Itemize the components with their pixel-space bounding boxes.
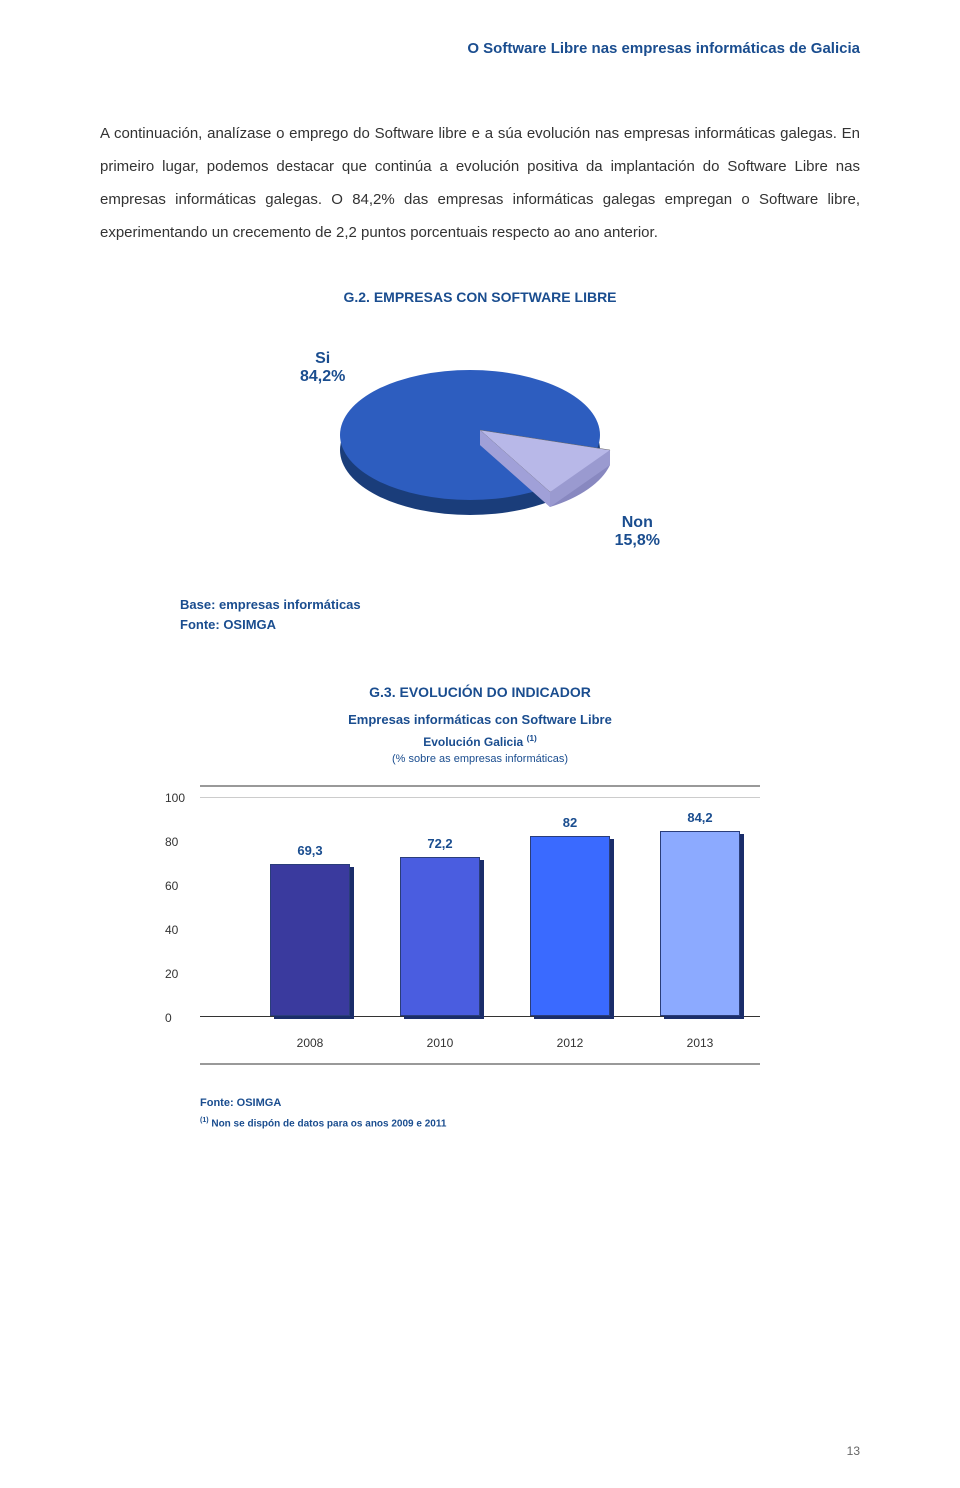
bar-chart-subtitle2-prefix: Evolución Galicia — [423, 735, 526, 749]
x-axis-label: 2013 — [687, 1036, 714, 1050]
pie-base-line1: Base: empresas informáticas — [180, 597, 361, 612]
pie-base-text: Base: empresas informáticas Fonte: OSIMG… — [180, 595, 860, 634]
pie-label-si: Si 84,2% — [300, 350, 345, 386]
pie-label-si-value: 84,2% — [300, 368, 345, 385]
bar-value-label: 69,3 — [297, 843, 322, 858]
y-axis-label: 80 — [165, 835, 178, 849]
body-paragraph: A continuación, analízase o emprego do S… — [100, 117, 860, 249]
bar-value-label: 84,2 — [687, 810, 712, 825]
bar — [660, 831, 740, 1016]
pie-label-si-text: Si — [315, 350, 330, 367]
bar-chart: 02040608010069,3200872,2201082201284,220… — [200, 785, 760, 1065]
bar-value-label: 72,2 — [427, 836, 452, 851]
pie-chart: Si 84,2% Non 15,8% — [280, 335, 680, 565]
bar-footnote: (1) Non se dispón de datos para os anos … — [200, 1117, 860, 1129]
y-axis-label: 100 — [165, 791, 185, 805]
y-axis-label: 40 — [165, 923, 178, 937]
bar-chart-subtitle2: Evolución Galicia (1) — [100, 733, 860, 749]
bar-footnote-text: Non se dispón de datos para os anos 2009… — [209, 1118, 447, 1129]
pie-label-non-text: Non — [622, 514, 653, 531]
y-axis-label: 20 — [165, 967, 178, 981]
x-axis-label: 2008 — [297, 1036, 324, 1050]
y-axis-label: 0 — [165, 1011, 172, 1025]
page-number: 13 — [847, 1444, 860, 1458]
bar — [400, 857, 480, 1016]
pie-label-non-value: 15,8% — [615, 532, 660, 549]
pie-base-line2: Fonte: OSIMGA — [180, 617, 276, 632]
x-axis-label: 2012 — [557, 1036, 584, 1050]
y-axis-label: 60 — [165, 879, 178, 893]
x-axis-label: 2010 — [427, 1036, 454, 1050]
bar-value-label: 82 — [563, 815, 577, 830]
bar — [270, 864, 350, 1016]
pie-label-non: Non 15,8% — [615, 514, 660, 550]
bar-chart-title: G.3. EVOLUCIÓN DO INDICADOR — [100, 684, 860, 700]
pie-chart-title: G.2. EMPRESAS CON SOFTWARE LIBRE — [100, 289, 860, 305]
bar-fonte: Fonte: OSIMGA — [200, 1095, 860, 1113]
bar-chart-subtitle: Empresas informáticas con Software Libre — [100, 712, 860, 727]
bar-footnote-sup: (1) — [200, 1117, 209, 1124]
page-header-title: O Software Libre nas empresas informátic… — [100, 40, 860, 57]
bar-chart-note: (% sobre as empresas informáticas) — [100, 753, 860, 765]
bar-area: 02040608010069,3200872,2201082201284,220… — [200, 797, 760, 1017]
bar-chart-subtitle2-sup: (1) — [527, 733, 537, 743]
bar — [530, 836, 610, 1016]
